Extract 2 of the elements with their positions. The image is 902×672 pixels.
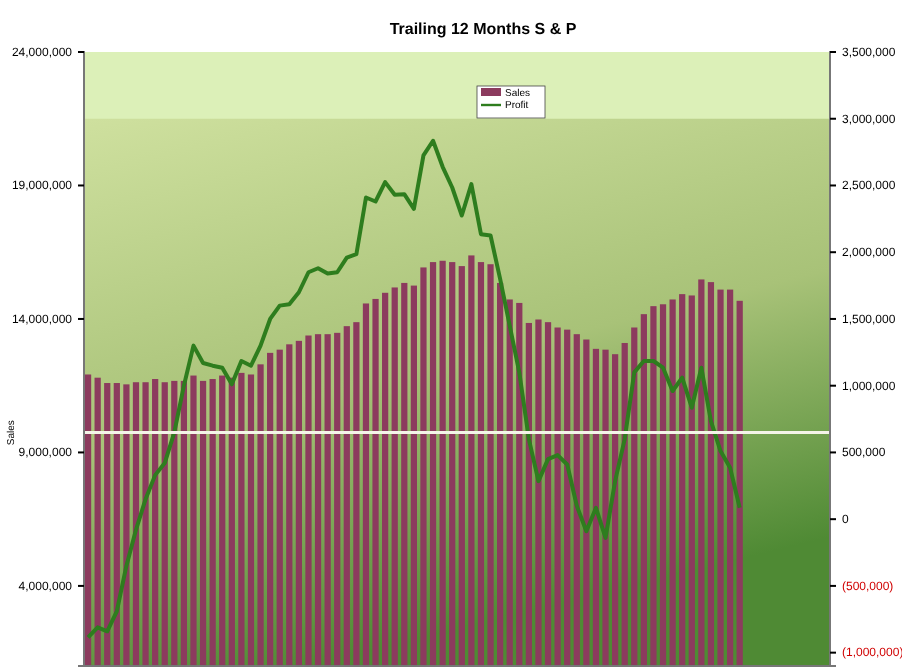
line-series bbox=[86, 138, 742, 640]
chart-title: Trailing 12 Months S & P bbox=[389, 20, 578, 38]
